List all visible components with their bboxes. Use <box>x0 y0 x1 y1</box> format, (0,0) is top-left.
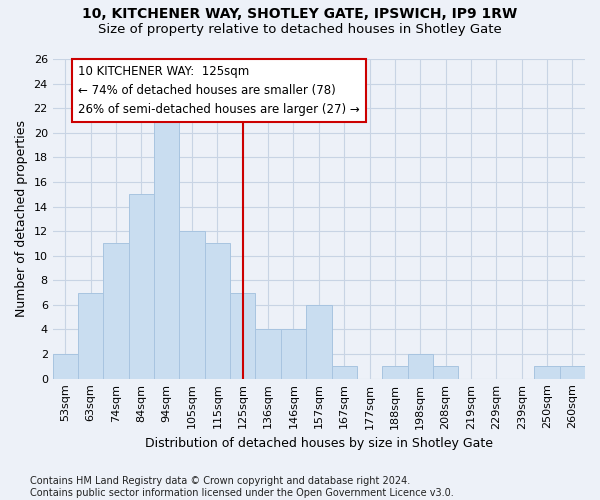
Bar <box>205 244 230 378</box>
Text: 10, KITCHENER WAY, SHOTLEY GATE, IPSWICH, IP9 1RW: 10, KITCHENER WAY, SHOTLEY GATE, IPSWICH… <box>82 8 518 22</box>
Text: 10 KITCHENER WAY:  125sqm
← 74% of detached houses are smaller (78)
26% of semi-: 10 KITCHENER WAY: 125sqm ← 74% of detach… <box>78 65 360 116</box>
Bar <box>103 244 129 378</box>
Text: Contains HM Land Registry data © Crown copyright and database right 2024.
Contai: Contains HM Land Registry data © Crown c… <box>30 476 454 498</box>
Bar <box>407 354 433 378</box>
Y-axis label: Number of detached properties: Number of detached properties <box>15 120 28 318</box>
X-axis label: Distribution of detached houses by size in Shotley Gate: Distribution of detached houses by size … <box>145 437 493 450</box>
Bar <box>256 330 281 378</box>
Bar <box>230 292 256 378</box>
Bar <box>129 194 154 378</box>
Bar <box>78 292 103 378</box>
Bar <box>332 366 357 378</box>
Bar <box>281 330 306 378</box>
Bar <box>179 231 205 378</box>
Bar <box>560 366 585 378</box>
Bar <box>154 120 179 378</box>
Bar <box>382 366 407 378</box>
Bar <box>53 354 78 378</box>
Bar <box>306 305 332 378</box>
Bar <box>433 366 458 378</box>
Bar <box>535 366 560 378</box>
Text: Size of property relative to detached houses in Shotley Gate: Size of property relative to detached ho… <box>98 22 502 36</box>
